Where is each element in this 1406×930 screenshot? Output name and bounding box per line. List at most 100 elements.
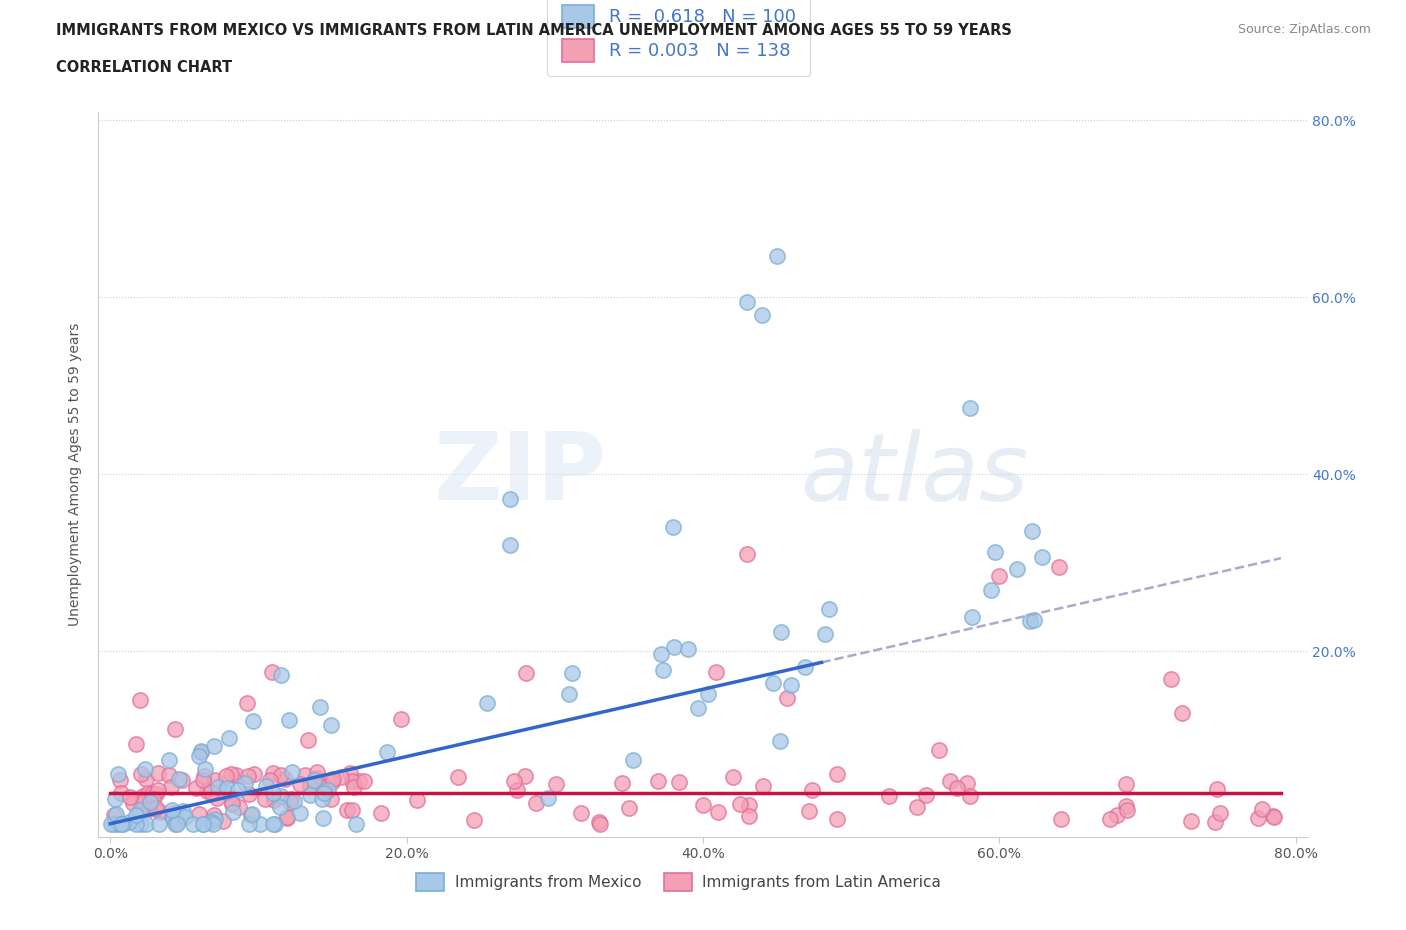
Point: [215, 769, 238, 784]
Point: [276, 810, 298, 825]
Point: [737, 295, 759, 310]
Point: [340, 773, 363, 788]
Point: [311, 791, 333, 806]
Point: [988, 568, 1011, 583]
Point: [200, 814, 222, 829]
Point: [129, 803, 152, 817]
Point: [270, 767, 292, 782]
Point: [1261, 809, 1284, 824]
Point: [312, 811, 335, 826]
Point: [370, 805, 392, 820]
Point: [160, 803, 183, 817]
Point: [202, 807, 225, 822]
Point: [1263, 810, 1285, 825]
Point: [309, 699, 332, 714]
Point: [499, 538, 522, 552]
Point: [569, 805, 592, 820]
Point: [343, 779, 366, 794]
Point: [737, 547, 759, 562]
Point: [463, 813, 485, 828]
Point: [818, 602, 841, 617]
Point: [225, 767, 247, 782]
Point: [762, 676, 785, 691]
Point: [1250, 802, 1272, 817]
Point: [768, 734, 790, 749]
Point: [270, 667, 292, 682]
Point: [259, 772, 281, 787]
Point: [1099, 811, 1122, 826]
Point: [1209, 805, 1232, 820]
Point: [347, 774, 370, 789]
Point: [1022, 613, 1045, 628]
Point: [200, 785, 222, 800]
Point: [157, 753, 180, 768]
Point: [297, 733, 319, 748]
Point: [692, 798, 714, 813]
Point: [1204, 814, 1226, 829]
Point: [905, 800, 928, 815]
Point: [1180, 813, 1202, 828]
Point: [211, 814, 233, 829]
Point: [103, 817, 125, 831]
Point: [707, 804, 730, 819]
Point: [215, 784, 238, 799]
Point: [236, 768, 259, 783]
Point: [280, 791, 302, 806]
Point: [172, 804, 194, 819]
Point: [588, 815, 610, 830]
Point: [242, 714, 264, 729]
Point: [696, 686, 718, 701]
Point: [676, 642, 699, 657]
Point: [960, 609, 983, 624]
Point: [190, 745, 212, 760]
Point: [142, 791, 165, 806]
Point: [162, 811, 184, 826]
Point: [738, 798, 761, 813]
Point: [226, 782, 249, 797]
Point: [193, 817, 215, 831]
Point: [339, 765, 361, 780]
Point: [589, 817, 612, 831]
Point: [125, 817, 148, 831]
Point: [776, 690, 799, 705]
Point: [121, 795, 143, 810]
Point: [124, 807, 146, 822]
Point: [138, 802, 160, 817]
Point: [262, 786, 284, 801]
Point: [353, 774, 375, 789]
Point: [513, 768, 536, 783]
Point: [254, 791, 277, 806]
Point: [314, 786, 336, 801]
Point: [107, 767, 129, 782]
Point: [751, 308, 773, 323]
Point: [202, 739, 225, 754]
Point: [134, 771, 156, 786]
Point: [915, 788, 938, 803]
Point: [321, 775, 343, 790]
Point: [202, 817, 225, 831]
Point: [173, 810, 195, 825]
Point: [956, 776, 979, 790]
Point: [1115, 777, 1137, 791]
Point: [105, 806, 128, 821]
Point: [650, 646, 672, 661]
Point: [191, 817, 214, 831]
Point: [959, 401, 981, 416]
Point: [146, 782, 169, 797]
Text: Source: ZipAtlas.com: Source: ZipAtlas.com: [1237, 23, 1371, 36]
Point: [215, 780, 238, 795]
Point: [269, 800, 291, 815]
Point: [502, 774, 524, 789]
Point: [298, 778, 321, 793]
Point: [190, 743, 212, 758]
Point: [103, 807, 125, 822]
Point: [1021, 524, 1043, 538]
Point: [307, 764, 329, 779]
Point: [447, 770, 470, 785]
Point: [314, 778, 336, 793]
Point: [125, 737, 148, 751]
Point: [238, 817, 260, 831]
Point: [793, 659, 815, 674]
Point: [558, 686, 581, 701]
Point: [752, 778, 775, 793]
